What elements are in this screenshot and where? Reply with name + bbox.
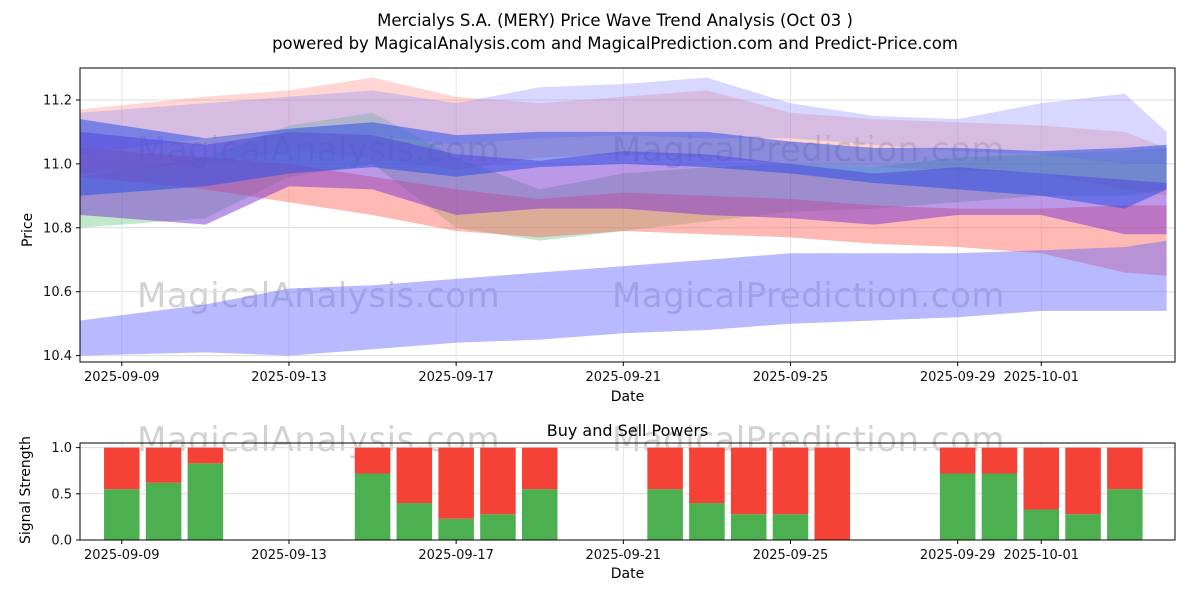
svg-text:2025-09-29: 2025-09-29 — [920, 548, 996, 563]
price-axis-label: Price — [20, 212, 36, 247]
buy-bar — [187, 463, 224, 540]
svg-text:2025-09-21: 2025-09-21 — [586, 548, 662, 563]
buy-bar — [1065, 514, 1101, 540]
figure-title-line2: powered by MagicalAnalysis.com and Magic… — [272, 34, 958, 53]
price-axes-box — [79, 67, 1176, 363]
svg-text:11.2: 11.2 — [43, 93, 72, 108]
svg-text:2025-09-25: 2025-09-25 — [753, 370, 829, 385]
svg-text:2025-09-17: 2025-09-17 — [418, 548, 494, 563]
buy-bar — [480, 514, 516, 540]
svg-text:1.0: 1.0 — [51, 441, 72, 456]
buy-bar — [145, 482, 182, 540]
svg-text:10.4: 10.4 — [43, 349, 72, 364]
sell-bar — [396, 447, 433, 504]
sell-bar — [187, 447, 224, 464]
buy-bar — [521, 489, 558, 540]
power-ticks: 0.0 0.5 1.0 2025-09-09 2025-09-13 2025-09-17 2… — [51, 441, 1079, 563]
svg-text:10.8: 10.8 — [43, 221, 72, 236]
sell-bar — [1107, 447, 1143, 490]
wide-periwinkle-lower-band — [80, 240, 1167, 356]
buy-bar — [1023, 509, 1060, 540]
sell-bar — [521, 447, 558, 490]
svg-text:2025-10-01: 2025-10-01 — [1003, 548, 1079, 563]
svg-text:2025-09-17: 2025-09-17 — [418, 370, 494, 385]
buy-bar — [730, 514, 767, 540]
svg-text:2025-09-29: 2025-09-29 — [920, 370, 996, 385]
date-axis-label-bottom: Date — [610, 566, 645, 582]
watermark-analysis: MagicalAnalysis.com — [137, 276, 500, 316]
svg-text:2025-09-09: 2025-09-09 — [84, 370, 160, 385]
sell-bar — [1065, 447, 1101, 515]
buy-bar — [647, 489, 683, 540]
svg-text:2025-09-25: 2025-09-25 — [753, 548, 829, 563]
date-axis-label-top: Date — [610, 389, 645, 405]
watermark-prediction: MagicalPrediction.com — [612, 276, 1005, 316]
sell-bar — [438, 447, 474, 519]
svg-text:2025-09-21: 2025-09-21 — [586, 370, 662, 385]
svg-text:2025-09-13: 2025-09-13 — [251, 370, 327, 385]
sell-bar — [730, 447, 767, 515]
buy-bar — [772, 514, 809, 540]
price-ticks: 10.4 10.6 10.8 11.0 11.2 2025-09-09 2025-09-13… — [43, 93, 1079, 385]
lavender-upper-band — [80, 77, 1167, 164]
svg-text:11.0: 11.0 — [43, 157, 72, 172]
sell-bar — [772, 447, 809, 515]
power-axes-box — [79, 442, 1176, 541]
buy-bar — [354, 473, 391, 540]
sell-bar — [354, 447, 391, 474]
sell-bar — [814, 447, 851, 540]
buy-bar — [689, 503, 725, 540]
sell-bar — [480, 447, 516, 515]
sell-bar — [647, 447, 683, 490]
buy-sell-bars — [104, 447, 1143, 540]
buy-bar — [939, 473, 976, 540]
sell-bar — [981, 447, 1018, 474]
sell-bar — [145, 447, 182, 483]
buy-bar — [1107, 489, 1143, 540]
figure-title-line1: Mercialys S.A. (MERY) Price Wave Trend A… — [377, 11, 853, 30]
buy-bar — [438, 518, 474, 540]
sell-bar — [104, 447, 140, 490]
sell-bar — [939, 447, 976, 474]
buy-bar — [396, 503, 433, 540]
royal-blue-band — [80, 119, 1167, 209]
signal-axis-label: Signal Strength — [18, 435, 34, 544]
svg-text:0.0: 0.0 — [51, 534, 72, 549]
svg-text:0.5: 0.5 — [51, 487, 72, 502]
svg-text:2025-09-09: 2025-09-09 — [84, 548, 160, 563]
svg-text:2025-09-13: 2025-09-13 — [251, 548, 327, 563]
buy-bar — [104, 489, 140, 540]
figure-title: Mercialys S.A. (MERY) Price Wave Trend A… — [30, 9, 1200, 55]
sell-bar — [689, 447, 725, 504]
buy-sell-chart-title: Buy and Sell Powers — [546, 421, 709, 440]
svg-text:10.6: 10.6 — [43, 285, 72, 300]
sell-bar — [1023, 447, 1060, 510]
svg-text:2025-10-01: 2025-10-01 — [1003, 370, 1079, 385]
buy-bar — [981, 473, 1018, 540]
price-wave-bands — [80, 77, 1167, 356]
